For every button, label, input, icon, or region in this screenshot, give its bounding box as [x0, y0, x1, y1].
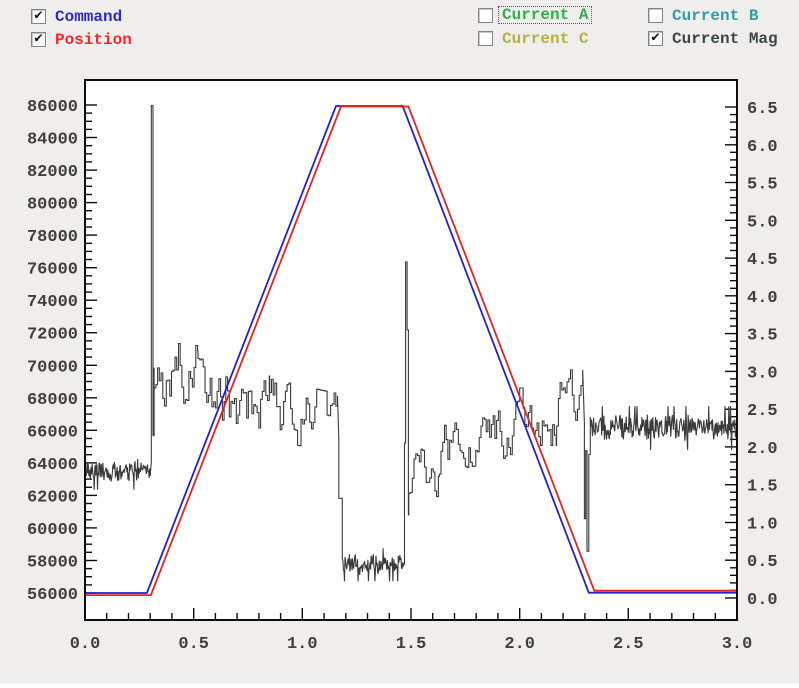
svg-text:0.0: 0.0 — [747, 591, 778, 610]
check-icon: ✔ — [34, 31, 43, 47]
position-checkbox[interactable]: ✔ — [31, 32, 46, 47]
svg-text:1.0: 1.0 — [747, 516, 778, 535]
current-b-label[interactable]: Current B — [672, 7, 759, 25]
svg-text:86000: 86000 — [27, 98, 78, 117]
svg-text:1.0: 1.0 — [287, 635, 318, 654]
legend-item-current-b: ✔ Current B — [648, 8, 758, 24]
svg-text:72000: 72000 — [27, 326, 78, 345]
svg-text:64000: 64000 — [27, 456, 78, 475]
svg-text:68000: 68000 — [27, 391, 78, 410]
svg-text:0.0: 0.0 — [70, 635, 101, 654]
current-mag-checkbox[interactable]: ✔ — [648, 31, 663, 46]
command-label[interactable]: Command — [55, 8, 123, 26]
svg-text:6.5: 6.5 — [747, 100, 778, 119]
plot-frame — [85, 80, 737, 620]
svg-text:4.5: 4.5 — [747, 251, 778, 270]
svg-text:80000: 80000 — [27, 196, 78, 215]
svg-text:1.5: 1.5 — [396, 635, 427, 654]
legend-item-current-mag: ✔ Current Mag — [648, 31, 778, 47]
current-a-checkbox[interactable]: ✔ — [478, 8, 493, 23]
svg-text:2.5: 2.5 — [747, 402, 778, 421]
svg-text:70000: 70000 — [27, 358, 78, 377]
svg-text:84000: 84000 — [27, 131, 78, 150]
svg-text:62000: 62000 — [27, 488, 78, 507]
current-mag-label[interactable]: Current Mag — [672, 30, 778, 48]
position-trace — [86, 105, 736, 596]
svg-text:3.0: 3.0 — [722, 635, 753, 654]
legend-item-current-a: ✔ Current A — [478, 6, 593, 24]
svg-text:3.5: 3.5 — [747, 327, 778, 346]
svg-text:2.5: 2.5 — [613, 635, 644, 654]
axis-tick-labels: 0.0 0.5 1.0 1.5 2.0 2.5 3.0 86000 84000 82000 8000… — [27, 98, 778, 654]
current-c-checkbox[interactable]: ✔ — [478, 31, 493, 46]
svg-text:2.0: 2.0 — [747, 440, 778, 459]
svg-text:3.0: 3.0 — [747, 364, 778, 383]
svg-text:60000: 60000 — [27, 521, 78, 540]
legend-item-current-c: ✔ Current C — [478, 31, 588, 47]
current-a-label[interactable]: Current A — [498, 6, 593, 24]
check-icon: ✔ — [651, 30, 660, 46]
svg-text:5.0: 5.0 — [747, 213, 778, 232]
check-icon: ✔ — [34, 8, 43, 24]
position-label[interactable]: Position — [55, 31, 132, 49]
svg-text:74000: 74000 — [27, 293, 78, 312]
current-c-label[interactable]: Current C — [502, 30, 589, 48]
svg-text:56000: 56000 — [27, 586, 78, 605]
svg-text:82000: 82000 — [27, 163, 78, 182]
svg-text:1.5: 1.5 — [747, 478, 778, 497]
current-b-checkbox[interactable]: ✔ — [648, 8, 663, 23]
svg-text:58000: 58000 — [27, 554, 78, 573]
svg-text:76000: 76000 — [27, 261, 78, 280]
svg-text:4.0: 4.0 — [747, 289, 778, 308]
svg-text:2.0: 2.0 — [504, 635, 535, 654]
svg-text:78000: 78000 — [27, 228, 78, 247]
legend-item-position: ✔ Position — [31, 32, 132, 48]
svg-text:0.5: 0.5 — [178, 635, 209, 654]
svg-text:0.5: 0.5 — [747, 553, 778, 572]
svg-text:6.0: 6.0 — [747, 138, 778, 157]
legend-item-command: ✔ Command — [31, 9, 122, 25]
axis-ticks — [84, 104, 738, 619]
svg-text:66000: 66000 — [27, 423, 78, 442]
plot-frame-border — [84, 79, 738, 621]
command-checkbox[interactable]: ✔ — [31, 9, 46, 24]
svg-text:5.5: 5.5 — [747, 176, 778, 195]
current-mag-trace — [86, 104, 736, 582]
